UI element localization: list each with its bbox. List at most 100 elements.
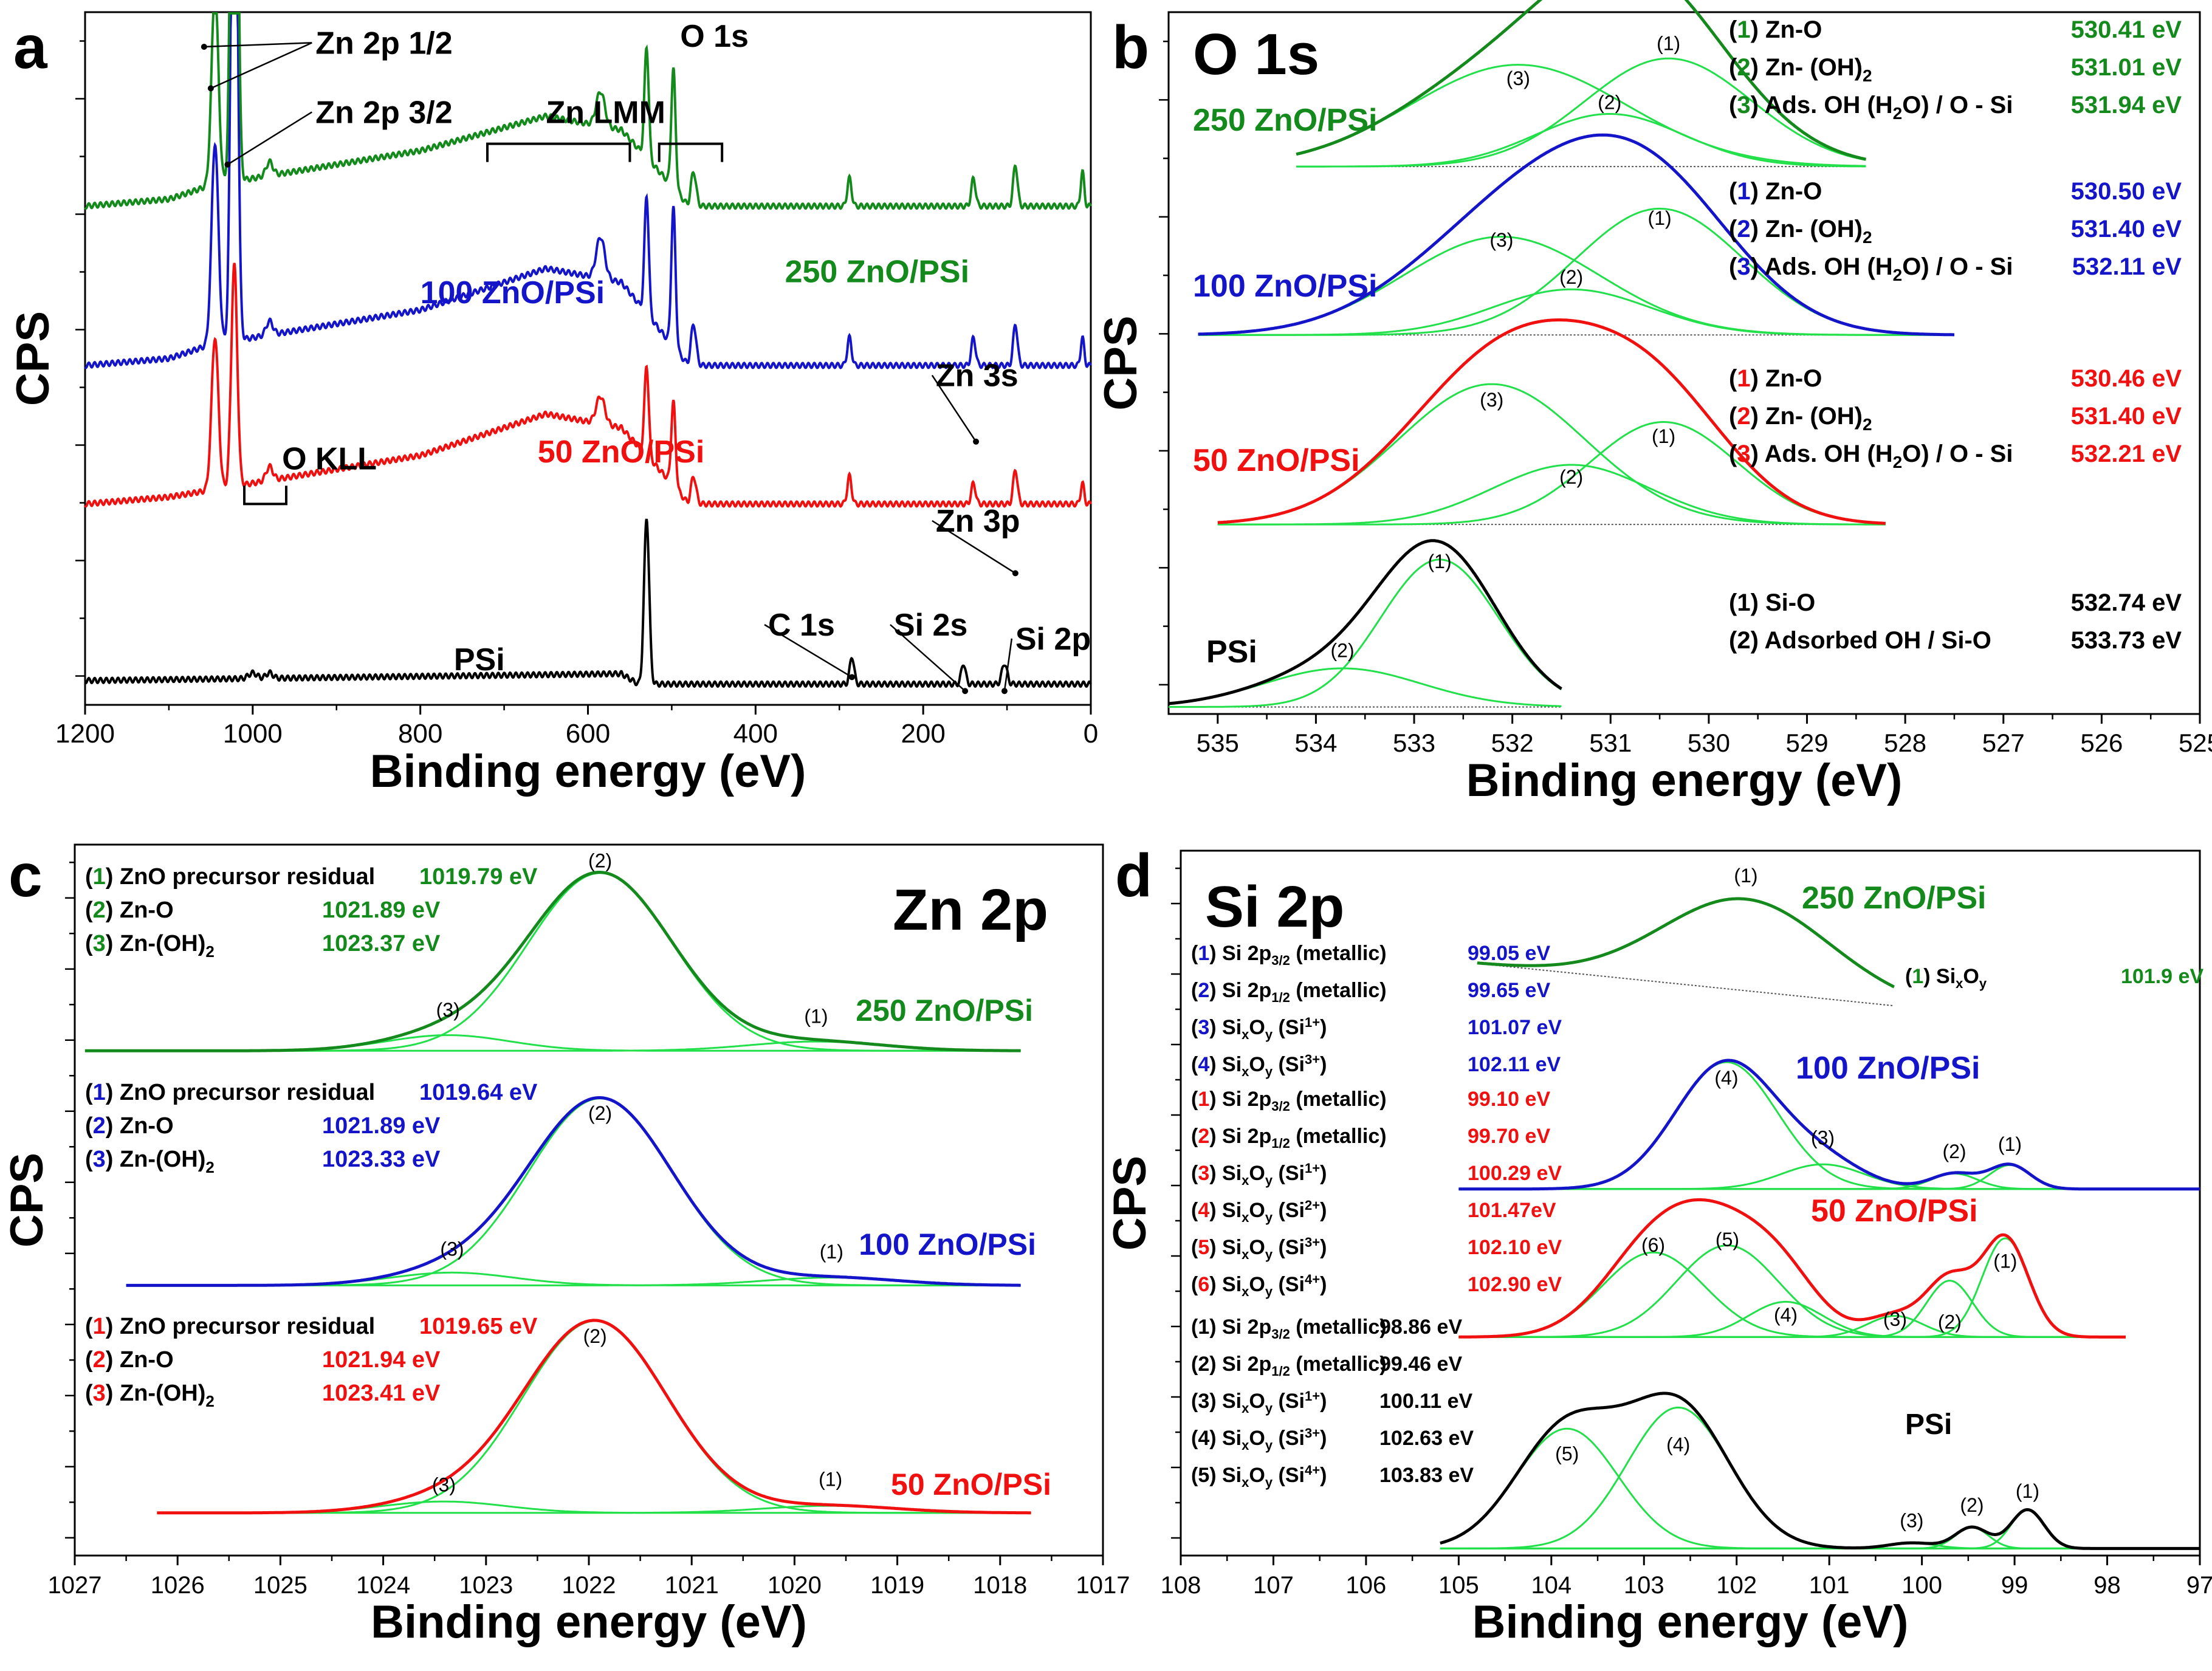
label-part: ): [1320, 1199, 1327, 1222]
label-part: Zn-O: [1759, 16, 1822, 43]
label-part: 3: [93, 1147, 106, 1172]
legend-value: 1021.89 eV: [322, 897, 441, 923]
x-tick-label: 106: [1346, 1572, 1387, 1599]
label-part: ): [1751, 403, 1759, 430]
peak-label: 50 ZnO/PSi: [538, 434, 705, 470]
label-part: (: [85, 1314, 93, 1339]
component-label: (2): [1559, 466, 1583, 488]
subscript: y: [1265, 1401, 1273, 1416]
label-part: Si 2p: [1217, 979, 1272, 1002]
peak-label: C 1s: [768, 608, 835, 643]
subscript: 3/2: [1271, 1099, 1290, 1114]
label-part: Si: [1217, 1162, 1242, 1185]
x-tick-label: 531: [1589, 729, 1632, 757]
component-label: (1): [820, 1241, 843, 1263]
legend-value: 100.11 eV: [1379, 1390, 1472, 1413]
label-part: (: [1905, 965, 1912, 988]
label-part: (: [85, 1080, 93, 1105]
label-part: 3: [93, 931, 106, 956]
bracket: [243, 486, 287, 506]
subscript: y: [1265, 1173, 1273, 1188]
label-part: (: [1729, 216, 1737, 242]
label-part: (Si: [1273, 1236, 1305, 1259]
label-part: ): [1751, 178, 1759, 205]
legend-value: 101.07 eV: [1468, 1016, 1562, 1039]
label-part: 2: [1198, 1125, 1209, 1148]
legend-value: 99.10 eV: [1468, 1088, 1550, 1111]
arrow-head: [224, 161, 231, 168]
arrow-line: [210, 42, 312, 89]
arrow-line: [204, 42, 312, 48]
label-part: Zn- (OH): [1759, 216, 1863, 242]
fit-component: [1440, 1509, 2200, 1549]
subscript: 3/2: [1271, 953, 1290, 968]
label-part: Zn-(OH): [113, 931, 205, 956]
component-label: (3): [1506, 67, 1530, 89]
subscript: y: [1265, 1064, 1273, 1079]
label-part: ): [106, 1080, 114, 1105]
arrow-line: [932, 520, 1016, 574]
subscript: y: [1265, 1284, 1273, 1299]
arrow-line: [227, 111, 312, 165]
label-part: 3: [1737, 253, 1750, 280]
x-tick-label: 1024: [356, 1572, 410, 1599]
label-part: Si-O: [1759, 589, 1815, 616]
label-part: O: [1249, 1016, 1265, 1039]
label-part: Ads. OH (H: [1759, 253, 1893, 280]
label-part: (: [1191, 1088, 1198, 1111]
legend-entry: (3) Zn-(OH)2: [85, 1147, 215, 1176]
label-part: ): [106, 897, 114, 923]
arrow-head: [962, 688, 969, 695]
legend-entry: (1) Si 2p3/2 (metallic): [1191, 1316, 1387, 1342]
fit-component: [1440, 1427, 2200, 1549]
label-part: ): [1320, 1236, 1327, 1259]
legend-value: 532.74 eV: [2071, 589, 2182, 616]
label-part: 1: [93, 1080, 106, 1105]
label-part: (Si: [1273, 1199, 1305, 1222]
sample-name: PSi: [1905, 1409, 1952, 1441]
x-tick-label: 400: [733, 719, 778, 749]
label-part: Si: [1217, 1053, 1242, 1076]
legend-entry: (1) Si 2p3/2 (metallic): [1191, 1088, 1387, 1114]
component-label: (5): [1555, 1443, 1579, 1464]
label-part: (Si: [1273, 1273, 1305, 1296]
subscript: 1/2: [1271, 1364, 1290, 1379]
peak-label: O KLL: [282, 441, 377, 476]
label-part: ): [1751, 365, 1759, 392]
peak-label: Si 2p: [1015, 622, 1091, 657]
subscript: x: [1242, 1027, 1249, 1042]
component-label: (4): [1714, 1067, 1738, 1089]
superscript: 1+: [1305, 1015, 1320, 1030]
sample-name: 50 ZnO/PSi: [1811, 1193, 1978, 1229]
fit-component: [1458, 1164, 2200, 1190]
sample-name: 50 ZnO/PSi: [1193, 443, 1360, 478]
x-tick-label: 525: [2179, 729, 2212, 757]
label-part: ): [1751, 54, 1759, 81]
label-part: ): [1320, 1273, 1327, 1296]
label-part: ): [106, 1314, 114, 1339]
label-part: ): [1209, 1199, 1216, 1222]
component-label: (1): [804, 1006, 828, 1028]
x-tick-label: 101: [1809, 1572, 1850, 1599]
label-part: ): [1751, 92, 1759, 118]
label-part: ): [106, 1347, 114, 1373]
subscript: 2: [1893, 453, 1903, 472]
peak-label: Zn 2p 1/2: [315, 26, 452, 61]
component-label: (3): [436, 999, 460, 1021]
component-label: (3): [1489, 229, 1513, 251]
label-part: (metallic): [1290, 979, 1387, 1002]
legend-value: 100.29 eV: [1468, 1162, 1562, 1185]
legend-value: 1023.41 eV: [322, 1381, 441, 1406]
label-part: 3: [93, 1381, 106, 1406]
x-tick-label: 100: [1901, 1572, 1942, 1599]
sample-name: 100 ZnO/PSi: [1193, 269, 1377, 304]
component-label: (3): [1480, 389, 1503, 411]
label-part: Zn- (OH): [1759, 54, 1863, 81]
label-part: (Si: [1273, 1427, 1305, 1450]
label-part: (: [85, 1347, 93, 1373]
label-part: 2: [93, 1113, 106, 1139]
component-label: (4): [1774, 1304, 1798, 1326]
label-part: ): [1320, 1162, 1327, 1185]
label-part: Si: [1217, 1199, 1242, 1222]
arrow-head: [1012, 570, 1018, 577]
